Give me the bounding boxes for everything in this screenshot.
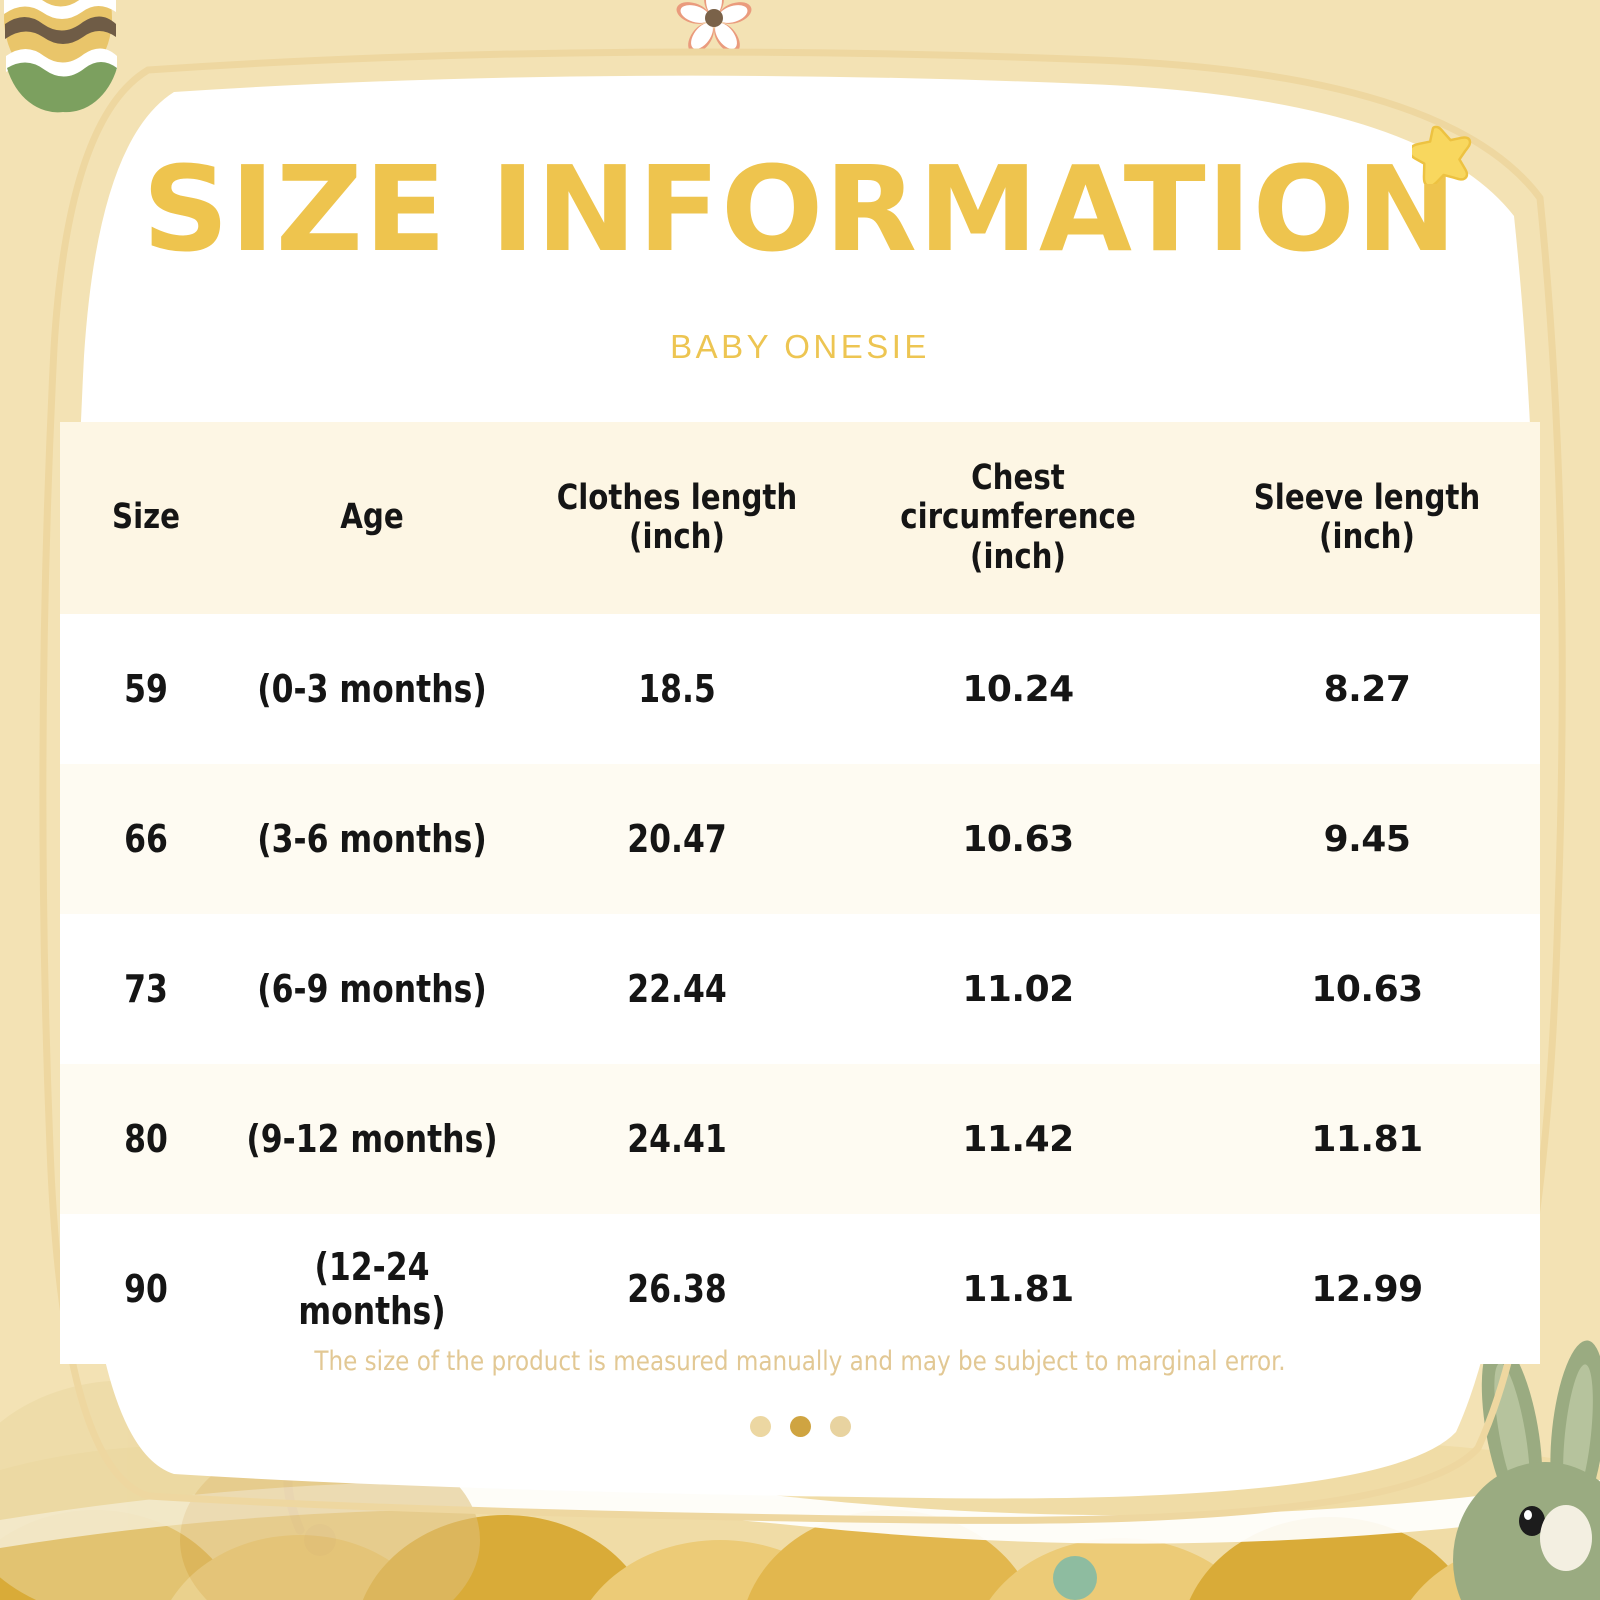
cell-size: 59 [124, 667, 168, 711]
cell-chest-circumference: 11.02 [962, 968, 1074, 1010]
table-row: 59 (0-3 months) 18.5 10.24 8.27 [60, 614, 1540, 764]
cell-clothes-length: 22.44 [627, 967, 727, 1011]
table-row: 73 (6-9 months) 22.44 11.02 10.63 [60, 914, 1540, 1064]
size-chart-card: SIZE INFORMATION BABY ONESIE Size Age Cl… [28, 48, 1572, 1528]
title-zone: SIZE INFORMATION BABY ONESIE [60, 66, 1540, 422]
cell-chest-circumference: 11.42 [962, 1118, 1074, 1160]
daisy-flower-decoration [676, 0, 752, 53]
col-header-chest-circumference-text: Chest circumference (inch) [900, 458, 1136, 577]
cell-size: 66 [124, 817, 168, 861]
easter-egg-decoration [4, 0, 117, 113]
table-header-row: Size Age Clothes length (inch) Chest circu… [60, 422, 1540, 614]
table-row: 90 (12-24 months) 26.38 11.81 12.99 [60, 1214, 1540, 1364]
cell-sleeve-length: 11.81 [1311, 1118, 1423, 1160]
teal-dot-decoration [1053, 1556, 1097, 1600]
cell-clothes-length: 26.38 [627, 1267, 727, 1311]
col-header-clothes-length-text: Clothes length (inch) [556, 477, 798, 557]
cell-age: (6-9 months) [257, 967, 487, 1011]
col-header-sleeve-length: Sleeve length (inch) [1206, 422, 1528, 614]
cell-clothes-length: 18.5 [638, 667, 716, 711]
cell-size: 73 [124, 967, 168, 1011]
size-table: Size Age Clothes length (inch) Chest circu… [60, 422, 1540, 1364]
table-body: 59 (0-3 months) 18.5 10.24 8.27 66 (3-6 months… [60, 614, 1540, 1364]
cell-chest-circumference: 10.24 [962, 668, 1074, 710]
cell-age: (12-24 months) [298, 1245, 446, 1333]
cell-size: 80 [124, 1117, 168, 1161]
cell-age: (3-6 months) [257, 817, 487, 861]
col-header-sleeve-length-text: Sleeve length (inch) [1253, 477, 1481, 557]
table-row: 66 (3-6 months) 20.47 10.63 9.45 [60, 764, 1540, 914]
cell-chest-circumference: 11.81 [962, 1268, 1074, 1310]
cell-sleeve-length: 8.27 [1323, 668, 1411, 710]
star-icon [1412, 125, 1472, 184]
col-header-size: Size [111, 497, 181, 538]
cell-sleeve-length: 9.45 [1323, 818, 1411, 860]
cell-clothes-length: 20.47 [627, 817, 727, 861]
cell-sleeve-length: 12.99 [1311, 1268, 1423, 1310]
measurement-disclaimer: The size of the product is measured manu… [314, 1346, 1286, 1377]
pager-dot-1[interactable] [749, 1416, 771, 1437]
col-header-clothes-length: Clothes length (inch) [524, 422, 831, 614]
table-header: Size Age Clothes length (inch) Chest circu… [60, 422, 1540, 614]
col-header-age: Age [340, 497, 404, 538]
cell-age: (0-3 months) [257, 667, 487, 711]
table-row: 80 (9-12 months) 24.41 11.42 11.81 [60, 1064, 1540, 1214]
page-title: SIZE INFORMATION [142, 140, 1458, 278]
cell-age: (9-12 months) [246, 1117, 498, 1161]
cell-sleeve-length: 10.63 [1311, 968, 1423, 1010]
cell-size: 90 [124, 1267, 168, 1311]
cell-chest-circumference: 10.63 [962, 818, 1074, 860]
pager-dot-3[interactable] [829, 1416, 851, 1437]
card-content: SIZE INFORMATION BABY ONESIE Size Age Cl… [60, 66, 1540, 1510]
subtitle: BABY ONESIE [670, 328, 930, 365]
col-header-chest-circumference: Chest circumference (inch) [854, 422, 1181, 614]
cell-clothes-length: 24.41 [627, 1117, 727, 1161]
bunny-decoration [1453, 1339, 1600, 1600]
card-outline [39, 48, 1566, 1524]
pager-dot-2[interactable] [789, 1416, 811, 1437]
pager-dots[interactable] [60, 1416, 1540, 1437]
